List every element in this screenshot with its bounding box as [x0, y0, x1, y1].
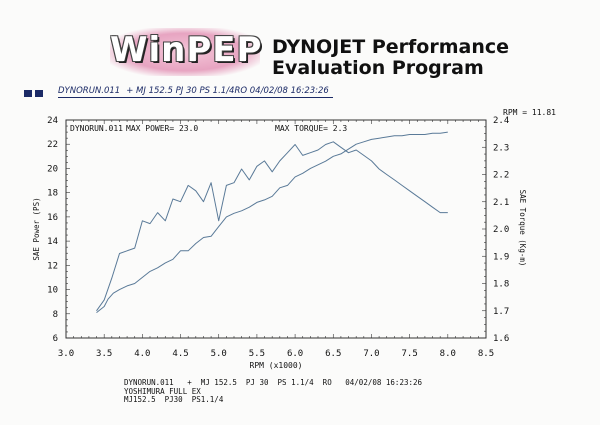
program-title-line1: DYNOJET Performance — [272, 36, 509, 58]
y-tick-label: 18 — [47, 189, 58, 199]
y2-tick-label: 1.9 — [493, 252, 509, 262]
y-tick-label: 14 — [47, 237, 58, 247]
footer-line-2: YOSHIMURA FULL EX — [124, 386, 201, 396]
x-tick-label: 3.5 — [96, 349, 112, 359]
x-tick-label: 6.5 — [325, 349, 341, 359]
y-tick-label: 16 — [47, 213, 58, 223]
y2-tick-label: 1.8 — [493, 280, 509, 290]
y-tick-label: 6 — [53, 334, 58, 344]
y-axis-label: SAE Power (PS) — [32, 197, 41, 260]
program-title-line2: Evaluation Program — [272, 57, 484, 79]
x-tick-label: 4.0 — [134, 349, 150, 359]
run-info-line: DYNORUN.011 + MJ 152.5 PJ 30 PS 1.1/4RO 0… — [58, 86, 333, 98]
y-tick-label: 8 — [53, 310, 58, 320]
y-tick-label: 10 — [47, 286, 58, 296]
x-tick-label: 5.0 — [211, 349, 227, 359]
chart-run-label: DYNORUN.011 — [70, 124, 123, 133]
footer-notes: DYNORUN.011 + MJ 152.5 PJ 30 PS 1.1/4 RO… — [124, 378, 423, 405]
logo-text: WinPEP — [110, 30, 263, 70]
y-tick-label: 24 — [47, 116, 58, 126]
y2-tick-label: 1.6 — [493, 334, 509, 344]
header-square-icon — [35, 90, 43, 97]
x-axis-label: RPM (x1000) — [250, 361, 303, 370]
x-tick-label: 6.0 — [287, 349, 303, 359]
y-tick-label: 20 — [47, 164, 58, 174]
winpep-logo: WinPEP — [110, 28, 263, 76]
y2-tick-label: 2.2 — [493, 171, 509, 181]
x-tick-label: 5.5 — [249, 349, 265, 359]
x-tick-label: 7.0 — [363, 349, 379, 359]
rpm-readout: RPM = 11.81 — [503, 108, 556, 117]
plot-frame — [65, 119, 487, 339]
header-square-icon — [24, 90, 32, 97]
y2-tick-label: 2.3 — [493, 143, 509, 153]
y2-tick-label: 1.7 — [493, 307, 509, 317]
y2-tick-label: 2.1 — [493, 198, 509, 208]
x-tick-label: 3.0 — [58, 349, 74, 359]
y-tick-label: 22 — [47, 140, 58, 150]
torque-series-line — [96, 141, 448, 312]
y2-axis-label: SAE Torque (Kg-m) — [518, 190, 527, 267]
run-description: + MJ 152.5 PJ 30 PS 1.1/4RO 04/02/08 16:… — [126, 86, 329, 96]
footer-line-3: MJ152.5 PJ30 PS1.1/4 — [124, 395, 224, 404]
x-tick-label: 8.5 — [478, 349, 494, 359]
y2-tick-label: 2.4 — [493, 116, 509, 126]
power-series-line — [96, 131, 448, 313]
x-tick-label: 7.5 — [402, 349, 418, 359]
y-tick-label: 12 — [47, 261, 58, 271]
run-file: DYNORUN.011 — [58, 86, 121, 96]
y2-tick-label: 2.0 — [493, 225, 509, 235]
max-power-label: MAX POWER= 23.0 — [126, 124, 198, 133]
x-tick-label: 4.5 — [172, 349, 188, 359]
x-tick-label: 8.0 — [440, 349, 456, 359]
footer-line-1: DYNORUN.011 + MJ 152.5 PJ 30 PS 1.1/4 RO… — [124, 378, 423, 387]
max-torque-label: MAX TORQUE= 2.3 — [275, 124, 347, 133]
